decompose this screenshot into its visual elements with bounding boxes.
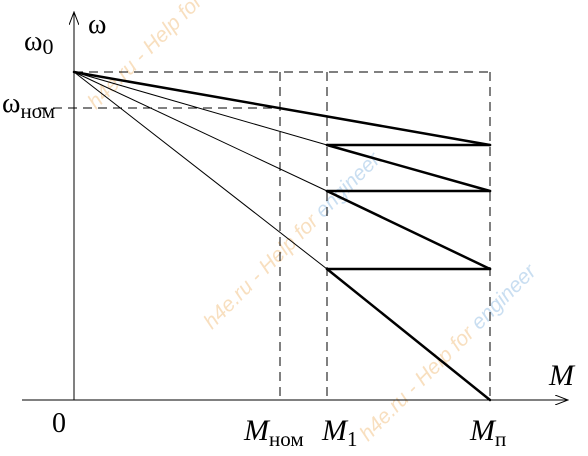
m1-label: M1 <box>321 414 358 451</box>
mnom-label: Mном <box>243 414 304 451</box>
origin-label: 0 <box>52 408 66 439</box>
watermark-group: h4e.ru - Help for engineer h4e.ru - Help… <box>83 0 541 446</box>
step-slope-2 <box>325 189 492 271</box>
omega0-label: ω0 <box>24 26 53 59</box>
y-axis-label: ω <box>88 9 106 40</box>
char-line-1 <box>73 71 328 146</box>
char-line-2 <box>73 71 328 192</box>
bold-start-diagram <box>72 70 492 402</box>
mp-label: Mп <box>469 414 506 451</box>
x-axis-label: M <box>548 359 576 392</box>
char-line-3 <box>73 71 328 270</box>
step-slope-1 <box>325 143 492 193</box>
step-slope-3 <box>325 267 492 402</box>
dashed-guides <box>38 71 491 400</box>
watermark-bottom: h4e.ru - Help for engineer <box>355 259 541 445</box>
natural-characteristic <box>72 70 492 147</box>
omeganom-label: ωном <box>2 88 55 123</box>
thin-characteristics <box>73 71 328 270</box>
watermark-top: h4e.ru - Help for engineer <box>83 0 269 114</box>
